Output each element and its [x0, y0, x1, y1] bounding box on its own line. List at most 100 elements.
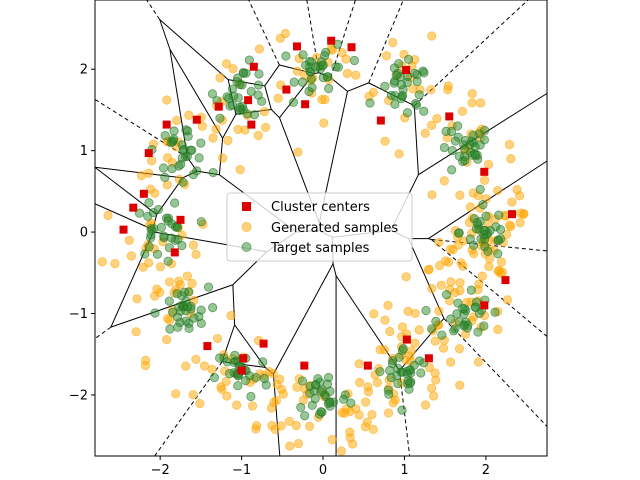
generated-sample-point: [434, 306, 444, 316]
generated-sample-point: [410, 338, 420, 348]
generated-sample-point: [228, 64, 238, 74]
target-sample-point: [165, 324, 175, 334]
target-sample-point: [208, 303, 218, 313]
target-sample-point: [178, 177, 188, 187]
generated-sample-point: [195, 398, 205, 409]
target-sample-point: [380, 81, 390, 91]
target-sample-point: [170, 198, 180, 208]
generated-sample-point: [171, 115, 182, 126]
target-sample-point: [471, 297, 482, 307]
target-samples-layer: [134, 39, 506, 421]
cluster-center-marker: [300, 361, 309, 370]
legend-label-target-samples: Target samples: [270, 241, 370, 256]
target-sample-point: [167, 163, 177, 174]
generated-sample-point: [375, 345, 385, 355]
voronoi-edge: [335, 275, 400, 371]
cluster-center-marker: [402, 335, 411, 344]
cluster-center-marker: [424, 354, 433, 363]
target-sample-point: [253, 90, 263, 100]
generated-sample-point: [235, 165, 245, 175]
target-sample-point: [453, 228, 464, 238]
x-tick-label: −1: [232, 463, 251, 478]
voronoi-edge: [95, 203, 154, 230]
generated-sample-point: [184, 110, 194, 120]
target-sample-point: [439, 142, 450, 153]
voronoi-edge: [159, 19, 171, 50]
generated-sample-point: [454, 344, 465, 354]
target-sample-point: [322, 72, 333, 82]
target-sample-point: [258, 357, 268, 367]
target-sample-point: [208, 167, 218, 178]
generated-sample-point: [476, 98, 486, 108]
axis-ticks: −2 −1 0 1 2 −2 −1 0 1 2: [69, 63, 490, 478]
target-sample-point: [398, 343, 408, 354]
generated-sample-point: [483, 159, 494, 170]
target-sample-point: [494, 210, 504, 220]
target-sample-point: [233, 381, 243, 391]
target-sample-point: [253, 80, 264, 90]
target-sample-point: [384, 389, 394, 399]
generated-sample-point: [427, 31, 437, 41]
target-sample-point: [493, 235, 504, 245]
target-sample-point: [144, 198, 154, 208]
target-sample-point: [177, 153, 187, 163]
generated-sample-point: [226, 310, 236, 321]
target-sample-point: [298, 50, 308, 60]
cluster-center-marker: [247, 120, 256, 129]
target-sample-point: [349, 55, 360, 66]
generated-sample-point: [493, 324, 503, 335]
generated-sample-point: [175, 280, 185, 290]
target-sample-point: [450, 136, 461, 146]
target-sample-point: [403, 376, 413, 386]
generated-sample-point: [144, 168, 154, 178]
generated-sample-point: [291, 420, 301, 431]
target-sample-point: [172, 288, 182, 299]
generated-sample-point: [410, 308, 420, 319]
target-sample-point: [403, 54, 414, 64]
target-sample-point: [150, 308, 160, 318]
generated-sample-point: [445, 244, 455, 254]
target-sample-point: [227, 100, 238, 110]
cluster-center-marker: [119, 225, 128, 234]
generated-sample-point: [165, 315, 175, 325]
generated-sample-point: [218, 153, 228, 163]
target-sample-point: [222, 357, 232, 367]
cluster-center-marker: [259, 339, 268, 348]
generated-sample-point: [272, 379, 282, 390]
target-sample-point: [446, 314, 456, 324]
target-sample-point: [421, 305, 431, 316]
target-sample-point: [391, 70, 401, 80]
generated-sample-point: [420, 400, 431, 410]
legend-marker-generated-samples: [241, 222, 252, 232]
generated-sample-point: [432, 114, 442, 124]
generated-sample-point: [199, 361, 210, 371]
target-sample-point: [316, 386, 326, 397]
generated-sample-point: [342, 68, 352, 79]
generated-sample-point: [188, 240, 199, 250]
target-sample-point: [475, 140, 485, 150]
target-sample-point: [173, 322, 183, 332]
cluster-center-marker: [347, 43, 356, 52]
generated-sample-point: [164, 277, 175, 287]
generated-sample-point: [304, 421, 315, 431]
generated-sample-point: [502, 295, 513, 305]
generated-sample-point: [187, 278, 197, 289]
generated-sample-point: [390, 395, 400, 405]
target-sample-point: [441, 126, 451, 136]
generated-sample-point: [254, 44, 265, 54]
legend-label-cluster-centers: Cluster centers: [271, 200, 370, 215]
target-sample-point: [187, 145, 197, 156]
target-sample-point: [393, 378, 403, 389]
generated-sample-point: [506, 154, 516, 164]
target-sample-point: [178, 145, 188, 155]
generated-sample-point: [479, 175, 490, 185]
legend-label-generated-samples: Generated samples: [271, 221, 398, 236]
generated-sample-point: [171, 389, 181, 399]
target-sample-point: [289, 77, 299, 87]
target-sample-point: [459, 321, 469, 331]
generated-sample-point: [251, 424, 261, 434]
voronoi-edge: [330, 77, 348, 92]
target-sample-point: [184, 287, 194, 297]
generated-sample-point: [292, 66, 302, 76]
target-sample-point: [479, 321, 489, 331]
